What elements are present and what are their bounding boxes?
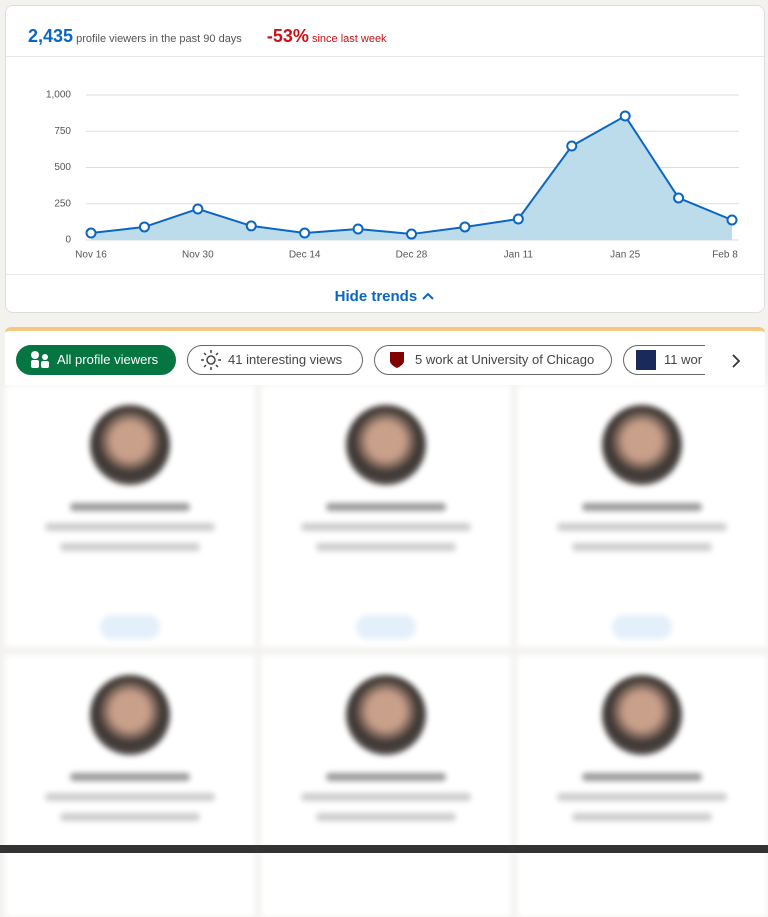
blurred-text xyxy=(572,543,712,551)
divider xyxy=(6,56,764,57)
point xyxy=(512,213,524,225)
icon xyxy=(636,350,656,370)
viewer-card xyxy=(5,655,255,917)
viewer-count: 2,435 xyxy=(28,26,74,46)
filter-label[interactable]: 5 work at University of Chicago xyxy=(415,352,595,367)
point xyxy=(673,192,685,204)
y-tick-label: 500 xyxy=(54,162,71,173)
point xyxy=(459,221,471,233)
x-tick-label: Nov 16 xyxy=(75,250,107,261)
viewer-card xyxy=(517,385,767,647)
change-text: since last week xyxy=(311,33,387,45)
next-arrow[interactable] xyxy=(730,353,742,369)
hide-trends[interactable]: Hide trends xyxy=(6,288,764,305)
viewer-card xyxy=(517,655,767,917)
avatar xyxy=(346,405,426,485)
avatar xyxy=(602,675,682,755)
y-tick-label: 250 xyxy=(54,198,71,209)
blurred-text xyxy=(572,813,712,821)
avatar xyxy=(90,675,170,755)
blurred-text xyxy=(60,813,200,821)
blurred-name xyxy=(70,503,190,511)
blurred-text xyxy=(316,813,456,821)
icon xyxy=(31,351,49,368)
trend-card: 2,435 profile viewers in the past 90 day… xyxy=(5,5,765,313)
filter-pill[interactable]: 11 wor xyxy=(623,345,705,375)
x-tick-label: Jan 25 xyxy=(610,250,640,261)
blurred-text xyxy=(301,793,471,801)
avatar xyxy=(602,405,682,485)
avatar xyxy=(90,405,170,485)
viewer-text: profile viewers in the past 90 days xyxy=(76,33,242,45)
point xyxy=(138,221,150,233)
viewer-card xyxy=(5,385,255,647)
blurred-text xyxy=(557,793,727,801)
x-tick-label: Dec 14 xyxy=(289,250,321,261)
toggle-label[interactable]: Hide trends xyxy=(334,288,418,305)
blurred-text xyxy=(45,793,215,801)
x-tick-label: Jan 11 xyxy=(504,250,534,261)
filter-bar: All profile viewers 41 interesting views… xyxy=(5,327,765,385)
point xyxy=(726,214,738,226)
blurred-text xyxy=(557,523,727,531)
blurred-name xyxy=(326,773,446,781)
y-tick-label: 750 xyxy=(54,126,71,137)
blurred-name xyxy=(582,773,702,781)
blurred-text xyxy=(301,523,471,531)
viewer-card xyxy=(261,385,511,647)
taskbar xyxy=(0,845,768,853)
chevron xyxy=(422,292,435,300)
point xyxy=(85,227,97,239)
filter-pill[interactable]: All profile viewers xyxy=(16,345,176,375)
blurred-button[interactable] xyxy=(612,615,672,639)
filter-label[interactable]: 41 interesting views xyxy=(228,352,343,367)
page: 2,435 profile viewers in the past 90 day… xyxy=(0,5,768,917)
x-tick-label: Feb 8 xyxy=(712,250,738,261)
summary: 2,435 profile viewers in the past 90 day… xyxy=(28,26,387,47)
point xyxy=(566,140,578,152)
blurred-text xyxy=(316,543,456,551)
point xyxy=(619,110,631,122)
filter-pill[interactable]: 5 work at University of Chicago xyxy=(374,345,612,375)
x-tick-label: Dec 28 xyxy=(396,250,428,261)
avatar xyxy=(346,675,426,755)
point xyxy=(406,228,417,240)
point xyxy=(299,227,311,239)
blurred-name xyxy=(70,773,190,781)
point xyxy=(245,220,257,232)
filter-label[interactable]: All profile viewers xyxy=(57,352,159,367)
viewer-card xyxy=(261,655,511,917)
y-tick-label: 0 xyxy=(65,235,71,246)
viewer-grid xyxy=(0,385,768,917)
point xyxy=(192,203,204,215)
blurred-name xyxy=(582,503,702,511)
blurred-text xyxy=(45,523,215,531)
filter-label[interactable]: 11 wor xyxy=(664,352,703,367)
area xyxy=(91,116,732,240)
divider xyxy=(6,274,764,275)
blurred-button[interactable] xyxy=(356,615,416,639)
blurred-name xyxy=(326,503,446,511)
y-tick-label: 1,000 xyxy=(46,90,71,101)
change: -53% xyxy=(266,26,309,46)
chart: 0 250 500 750 1,000 Nov 16 Nov 30 Dec 14 Dec 28 J… xyxy=(46,90,739,261)
filter-pill[interactable]: 41 interesting views xyxy=(187,345,363,375)
icon xyxy=(390,352,404,368)
x-tick-label: Nov 30 xyxy=(182,250,214,261)
blurred-text xyxy=(60,543,200,551)
point xyxy=(352,223,364,235)
blurred-button[interactable] xyxy=(100,615,160,639)
icon xyxy=(201,350,221,370)
